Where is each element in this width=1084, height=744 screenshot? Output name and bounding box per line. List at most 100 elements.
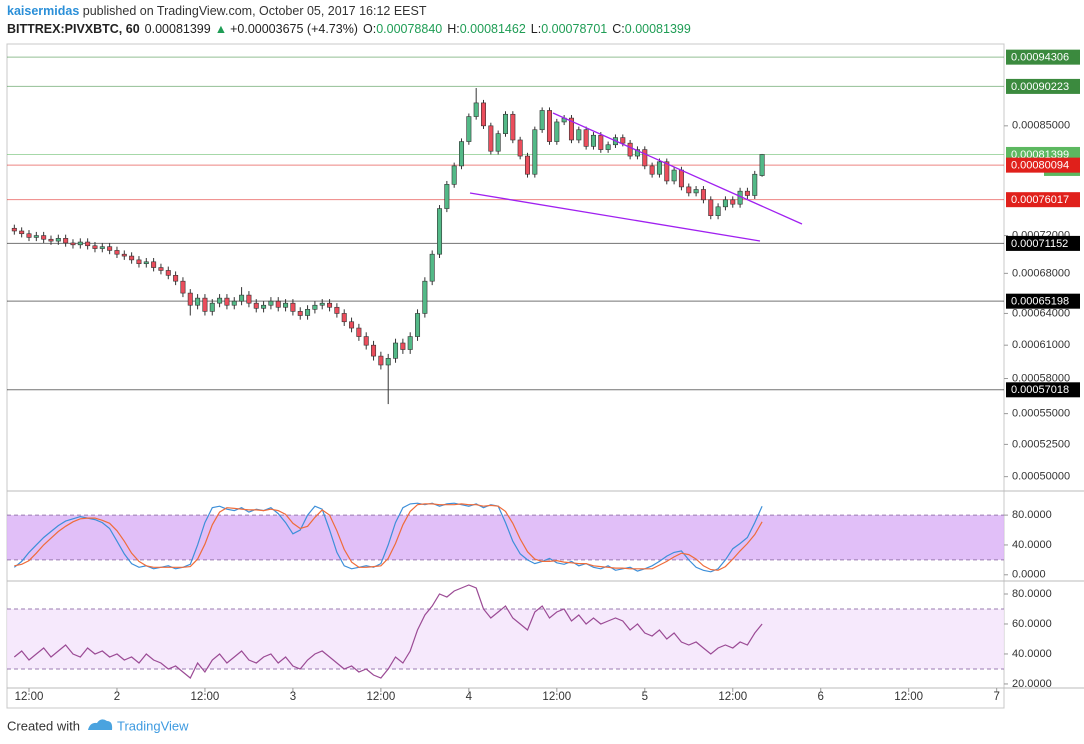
price-label: 0.00076017	[1011, 194, 1069, 206]
candle-body	[327, 302, 333, 308]
arrow: ▲	[215, 22, 227, 36]
logo-icon	[88, 719, 113, 730]
candle-body	[422, 280, 428, 314]
candle-body	[290, 302, 296, 312]
candle-body	[33, 235, 39, 238]
indicator-line	[13, 584, 763, 679]
y-tick-label: 0.00085000	[1012, 120, 1070, 132]
c-label: C:	[612, 22, 625, 36]
candle-body	[180, 280, 186, 294]
candle-body	[26, 233, 32, 238]
candle-body	[393, 342, 399, 359]
candle-body	[656, 161, 662, 175]
candle-body	[275, 300, 281, 308]
candle-body	[671, 169, 677, 182]
price-label-box	[1006, 293, 1080, 309]
candle-body	[48, 238, 54, 242]
candle-body	[693, 189, 699, 194]
y-tick-label: 0.00050000	[1012, 471, 1070, 483]
candle-body	[590, 134, 596, 147]
x-tick-label: 12:00	[718, 691, 747, 703]
x-tick-label: 5	[642, 691, 648, 703]
candle-body	[41, 235, 47, 240]
candle-body	[524, 155, 530, 175]
x-tick-label: 2	[114, 691, 120, 703]
candle-body	[568, 117, 574, 141]
y-tick-label: 0.0000	[1012, 569, 1046, 581]
candle-body	[415, 313, 421, 337]
candle-body	[481, 102, 487, 127]
published: published on TradingView.com, October 05…	[79, 4, 427, 18]
candle-body	[539, 110, 545, 131]
candle-body	[400, 342, 406, 350]
price-labels: 0.000943060.000902230.0008139947:220.000…	[1006, 49, 1080, 398]
candle-body	[209, 302, 215, 312]
trendline[interactable]	[469, 192, 761, 242]
candle-body	[217, 297, 223, 304]
price-label-box	[1006, 78, 1080, 94]
candle-body	[722, 199, 728, 208]
candle-body	[517, 139, 523, 157]
candle-body	[253, 302, 259, 309]
y-tick-label: 0.00068000	[1012, 267, 1070, 279]
open: 0.00078840	[376, 22, 442, 36]
candle-body	[429, 253, 435, 282]
candle-body	[19, 230, 25, 235]
candle-body	[510, 113, 516, 141]
price-label: 0.00094306	[1011, 52, 1069, 64]
change: +0.00003675 (+4.73%)	[230, 22, 358, 36]
tradingview-logo	[88, 719, 113, 730]
candle-body	[107, 246, 113, 251]
candle-body	[85, 241, 91, 247]
price-label-box	[1006, 192, 1080, 208]
candle-body	[239, 294, 245, 302]
l-label: L:	[531, 22, 541, 36]
candle-body	[466, 116, 472, 142]
candle-body	[708, 199, 714, 216]
header-line-2: BITTREX:PIVXBTC, 60 0.00081399 ▲ +0.0000367…	[7, 22, 691, 36]
h-label: H:	[447, 22, 460, 36]
author[interactable]: kaisermidas	[7, 4, 79, 18]
candle-body	[407, 336, 413, 350]
candle-body	[356, 327, 362, 337]
candle-body	[305, 309, 311, 316]
candle-body	[136, 259, 142, 265]
x-tick-label: 6	[818, 691, 824, 703]
band	[7, 608, 1004, 669]
candle-body	[554, 121, 560, 142]
footer-brand[interactable]: TradingView	[117, 718, 189, 733]
candle-body	[576, 129, 582, 141]
candle-body	[63, 238, 69, 244]
x-tick-label: 4	[466, 691, 473, 703]
high: 0.00081462	[460, 22, 526, 36]
x-tick-label: 12:00	[366, 691, 395, 703]
candle-body	[730, 199, 736, 205]
candle-body	[173, 275, 179, 282]
candle-body	[121, 253, 127, 257]
o-label: O:	[363, 22, 376, 36]
candle-body	[261, 304, 267, 309]
candle-body	[444, 184, 450, 209]
trendline[interactable]	[552, 112, 803, 225]
candle-body	[385, 358, 391, 366]
indicator-line	[13, 502, 763, 573]
price-label-box	[1006, 49, 1080, 65]
candle-body	[224, 297, 230, 306]
candle-body	[686, 186, 692, 194]
candle-body	[605, 144, 611, 150]
x-tick-label: 12:00	[542, 691, 571, 703]
low: 0.00078701	[541, 22, 607, 36]
candle-body	[700, 189, 706, 201]
candle-body	[649, 165, 655, 175]
header-line-1: kaisermidas published on TradingView.com…	[7, 4, 427, 18]
candle-body	[55, 238, 61, 242]
indicator-line	[14, 503, 763, 571]
y-tick-label: 80.0000	[1012, 588, 1052, 600]
candle-body	[620, 137, 626, 144]
candle-body	[283, 302, 289, 308]
candle-body	[546, 110, 552, 142]
candle-body	[363, 336, 369, 346]
price-label-box	[1006, 157, 1080, 173]
